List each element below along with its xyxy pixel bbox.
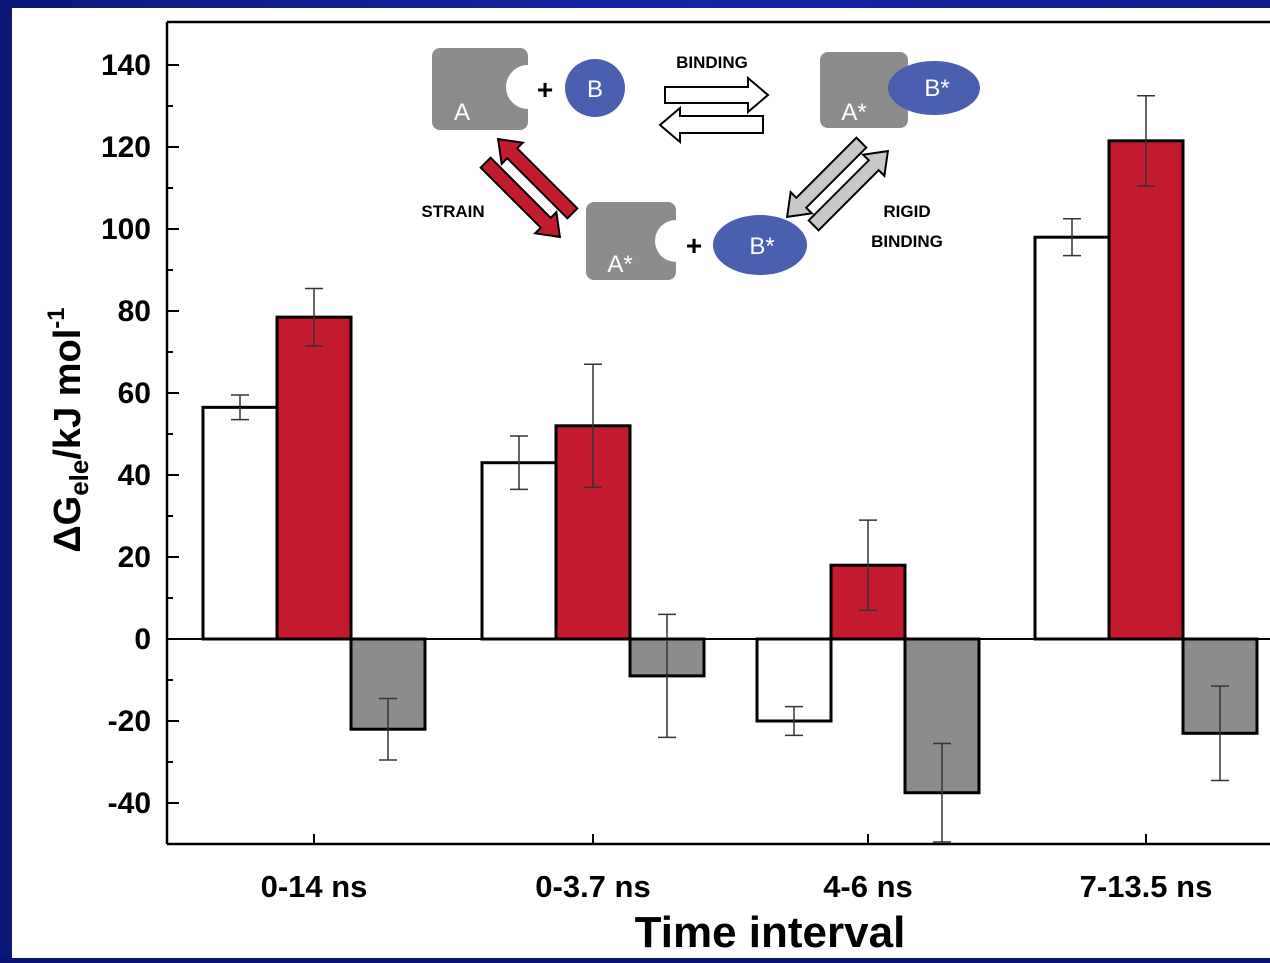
binding-reverse-arrow: [658, 105, 764, 145]
x-tick-label: 4-6 ns: [823, 869, 913, 904]
bar: [275, 315, 353, 641]
protein-a-star-bound-label: A*: [841, 99, 866, 126]
ligand-b-star-shape: [713, 215, 807, 275]
y-tick-label: 20: [118, 541, 151, 574]
y-axis-title-sup: -1: [43, 307, 70, 328]
plus-sign-bottom: +: [686, 230, 702, 261]
x-tick-label: 0-3.7 ns: [535, 869, 650, 904]
y-tick-label: 0: [134, 623, 151, 656]
y-tick-label: 100: [101, 213, 151, 246]
y-tick-label: -20: [108, 705, 151, 738]
binding-label: BINDING: [676, 53, 748, 72]
ligand-b-star-label: B*: [749, 233, 774, 260]
chart-panel: 140 120 100 80 60 40 20 0 -20 -40 0-14 ns 0-3.7 ns 4…: [12, 8, 1270, 958]
binding-forward-arrow: [664, 75, 770, 115]
y-tick-label: 140: [101, 49, 151, 82]
ligand-b-shape: [565, 59, 625, 117]
protein-a-star-shape: [586, 202, 676, 280]
error-bars: [231, 95, 1229, 843]
strain-forward-arrow: [479, 156, 562, 239]
plus-sign-top: +: [537, 74, 553, 105]
strain-reverse-arrow: [496, 137, 579, 220]
y-tick-label: -40: [108, 787, 151, 820]
rigid-binding-label: BINDING: [871, 232, 943, 251]
rigid-binding-forward-arrow: [807, 149, 890, 232]
ligand-b-star-bound-label: B*: [924, 75, 949, 102]
rigid-label: RIGID: [883, 202, 930, 221]
protein-a-label: A: [454, 99, 470, 126]
x-tick-label: 0-14 ns: [261, 869, 368, 904]
binding-scheme-inset: A + B BINDING A* B* STRAIN: [421, 48, 980, 280]
y-tick-label: 80: [118, 295, 151, 328]
y-axis-title-delta: ΔG: [47, 496, 89, 553]
x-axis-title: Time interval: [635, 908, 906, 957]
bar: [201, 405, 279, 641]
x-tick-label: 7-13.5 ns: [1080, 869, 1213, 904]
y-axis-title-sub: ele: [64, 460, 94, 496]
y-tick-label: 40: [118, 459, 151, 492]
y-axis-title: ΔGele/kJ mol-1: [43, 307, 94, 552]
y-tick-label: 120: [101, 131, 151, 164]
protein-a-star-bound-shape: [820, 52, 908, 128]
ligand-b-label: B: [587, 76, 603, 103]
strain-label: STRAIN: [421, 202, 484, 221]
bar: [1033, 235, 1111, 641]
bar-chart: 140 120 100 80 60 40 20 0 -20 -40 0-14 ns 0-3.7 ns 4…: [43, 20, 1270, 957]
protein-a-shape: [432, 48, 528, 130]
axes: 140 120 100 80 60 40 20 0 -20 -40 0-14 ns 0-3.7 ns 4…: [101, 20, 1270, 904]
axis-labels: Time interval ΔGele/kJ mol-1: [43, 307, 905, 957]
bar: [1107, 139, 1185, 641]
y-tick-label: 60: [118, 377, 151, 410]
rigid-binding-reverse-arrow: [785, 136, 868, 219]
y-axis-title-unit: /kJ mol: [47, 329, 89, 460]
protein-a-star-label: A*: [607, 251, 632, 278]
ligand-b-star-bound-shape: [888, 61, 980, 115]
